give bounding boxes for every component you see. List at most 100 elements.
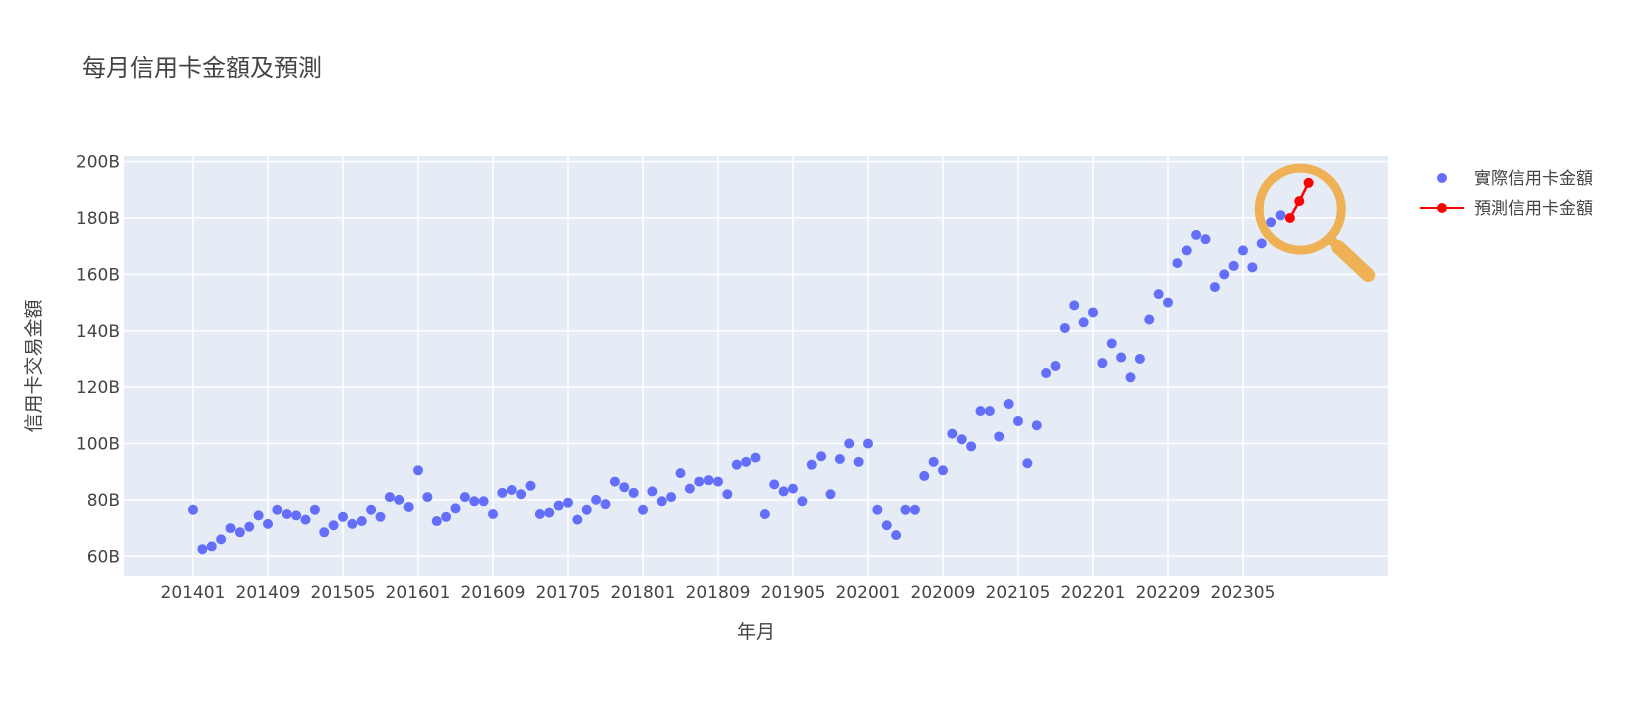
actual-point — [300, 514, 311, 525]
actual-point — [234, 527, 245, 538]
actual-point — [891, 530, 902, 541]
actual-point — [319, 527, 330, 538]
actual-point — [759, 508, 770, 519]
actual-point — [1144, 314, 1155, 325]
x-tick-label: 202009 — [911, 583, 976, 603]
actual-point — [1097, 358, 1108, 369]
actual-point — [975, 406, 986, 417]
actual-point — [1238, 245, 1248, 256]
y-tick-label: 140B — [76, 322, 120, 342]
actual-point — [375, 511, 386, 522]
actual-point — [1256, 238, 1267, 249]
y-tick-label: 180B — [76, 209, 120, 229]
actual-point — [797, 496, 808, 507]
actual-point — [384, 492, 395, 503]
actual-point — [253, 510, 264, 521]
actual-point — [1200, 234, 1211, 245]
actual-point — [1247, 262, 1258, 273]
x-tick-label: 202001 — [836, 583, 901, 603]
actual-point — [909, 504, 920, 515]
actual-point — [488, 508, 498, 519]
actual-point — [853, 456, 864, 467]
actual-point — [413, 465, 423, 476]
actual-series — [188, 210, 1286, 555]
actual-point — [328, 520, 339, 531]
actual-point — [403, 501, 414, 512]
actual-point — [1013, 415, 1023, 426]
actual-point — [1228, 260, 1239, 271]
x-axis-title: 年月 — [737, 621, 775, 643]
actual-point — [1181, 245, 1192, 256]
y-tick-label: 80B — [87, 491, 120, 511]
actual-point — [450, 503, 461, 514]
actual-point — [1191, 229, 1202, 240]
actual-point — [581, 504, 592, 515]
actual-point — [309, 504, 320, 515]
actual-point — [188, 504, 198, 515]
x-tick-label: 201401 — [161, 583, 226, 603]
y-tick-label: 160B — [76, 265, 120, 285]
actual-point — [806, 459, 817, 470]
y-tick-label: 100B — [76, 435, 120, 455]
actual-point — [459, 492, 470, 503]
x-tick-label: 202305 — [1211, 583, 1276, 603]
forecast-point — [1284, 213, 1295, 224]
actual-point — [469, 496, 480, 507]
actual-point — [872, 504, 883, 515]
x-axis-ticks: 201401 201409 201505 201601 201609 201705 2018… — [161, 583, 1276, 603]
actual-point — [516, 489, 527, 500]
actual-point — [347, 518, 358, 529]
actual-point — [553, 500, 564, 511]
actual-point — [1003, 399, 1014, 410]
forecast-series — [1284, 177, 1314, 224]
y-tick-label: 60B — [87, 547, 120, 567]
actual-point — [788, 483, 798, 494]
actual-point — [1266, 217, 1277, 228]
y-tick-label: 120B — [76, 378, 120, 398]
actual-point — [938, 465, 948, 476]
forecast-point — [1303, 177, 1314, 188]
actual-point — [647, 486, 658, 497]
legend-marker-forecast — [1437, 203, 1447, 213]
actual-point — [478, 496, 489, 507]
legend-item-forecast[interactable]: 預測信用卡金額 — [1420, 199, 1593, 219]
legend-item-actual[interactable]: 實際信用卡金額 — [1437, 169, 1593, 189]
actual-point — [1106, 338, 1117, 349]
actual-point — [769, 479, 780, 490]
actual-point — [722, 489, 733, 500]
actual-point — [863, 438, 873, 449]
actual-point — [825, 489, 836, 500]
actual-point — [1069, 300, 1080, 311]
magnifier-icon — [1254, 163, 1376, 283]
legend-label-forecast: 預測信用卡金額 — [1474, 199, 1593, 219]
actual-point — [591, 494, 602, 505]
actual-point — [1134, 353, 1145, 364]
actual-point — [366, 504, 377, 515]
actual-point — [703, 475, 714, 486]
grid-lines — [124, 156, 1388, 576]
actual-point — [984, 406, 995, 417]
actual-point — [778, 486, 789, 497]
actual-point — [197, 544, 208, 555]
actual-point — [1219, 269, 1230, 280]
x-tick-label: 201905 — [761, 583, 826, 603]
actual-point — [506, 485, 517, 496]
actual-point — [966, 441, 977, 452]
magnifier-neck — [1324, 233, 1345, 254]
actual-point — [1088, 307, 1098, 318]
actual-point — [356, 516, 367, 527]
actual-point — [675, 468, 686, 479]
actual-point — [694, 476, 705, 487]
actual-point — [919, 470, 930, 481]
actual-point — [713, 476, 723, 487]
actual-point — [600, 499, 611, 510]
actual-point — [291, 510, 302, 521]
actual-point — [1078, 317, 1089, 328]
x-tick-label: 201801 — [611, 583, 676, 603]
actual-point — [1022, 458, 1033, 469]
actual-point — [572, 514, 583, 525]
actual-point — [525, 480, 536, 491]
x-tick-label: 201601 — [386, 583, 451, 603]
actual-point — [656, 496, 667, 507]
actual-point — [684, 483, 695, 494]
